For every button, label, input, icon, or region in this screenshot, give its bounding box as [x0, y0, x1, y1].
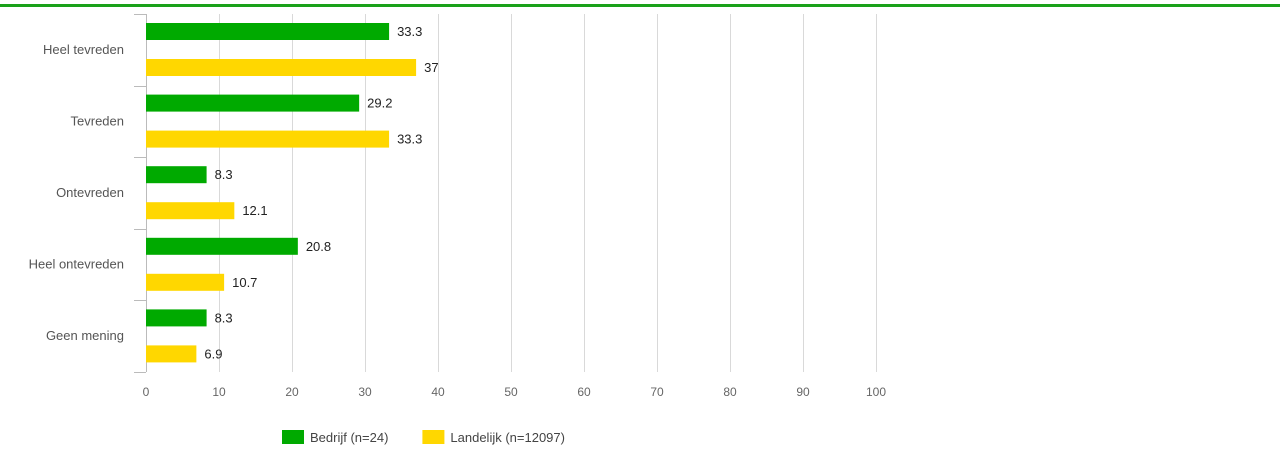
x-tick-label: 30 [358, 385, 372, 399]
top-accent-rule [0, 4, 1280, 7]
x-tick-label: 100 [866, 385, 886, 399]
data-label: 29.2 [367, 96, 392, 111]
legend-swatch [422, 430, 445, 444]
bar [146, 345, 197, 363]
data-label: 10.7 [232, 275, 257, 290]
category-label: Ontevreden [56, 185, 124, 200]
category-label: Geen mening [46, 328, 124, 343]
data-label: 33.3 [397, 132, 422, 147]
bar [146, 166, 207, 184]
legend-label: Landelijk (n=12097) [450, 430, 565, 445]
x-tick-label: 10 [212, 385, 226, 399]
category-label: Tevreden [71, 113, 124, 128]
bar [146, 309, 207, 327]
category-axis [134, 14, 147, 373]
legend-swatch [282, 430, 304, 444]
x-tick-label: 20 [285, 385, 299, 399]
data-label: 8.3 [215, 167, 233, 182]
x-tick-label: 80 [723, 385, 737, 399]
bar [146, 202, 235, 220]
data-label: 20.8 [306, 239, 331, 254]
x-tick-labels: 0 10 20 30 40 50 60 70 80 90 100 [143, 385, 887, 399]
bar [146, 59, 417, 76]
bar [146, 94, 360, 112]
data-label: 37 [424, 60, 438, 75]
x-tick-label: 40 [431, 385, 445, 399]
x-tick-label: 0 [143, 385, 150, 399]
legend-label: Bedrijf (n=24) [310, 430, 388, 445]
x-tick-label: 60 [577, 385, 591, 399]
x-tick-label: 70 [650, 385, 664, 399]
category-label: Heel ontevreden [29, 257, 124, 272]
data-label: 6.9 [204, 346, 222, 361]
category-label: Heel tevreden [43, 42, 124, 57]
bar [146, 273, 225, 291]
bars: 33.3 37 29.2 33.3 8.3 12.1 20.8 10.7 8.3 6.9 [146, 23, 439, 363]
bar [146, 237, 298, 255]
data-label: 33.3 [397, 24, 422, 39]
category-labels: Heel tevreden Tevreden Ontevreden Heel onte… [29, 42, 124, 343]
data-label: 12.1 [242, 203, 267, 218]
x-tick-label: 90 [796, 385, 810, 399]
bar [146, 23, 390, 40]
bar [146, 130, 390, 148]
legend: Bedrijf (n=24) Landelijk (n=12097) [282, 430, 565, 445]
x-tick-label: 50 [504, 385, 518, 399]
gridlines [219, 14, 877, 372]
data-label: 8.3 [215, 310, 233, 325]
